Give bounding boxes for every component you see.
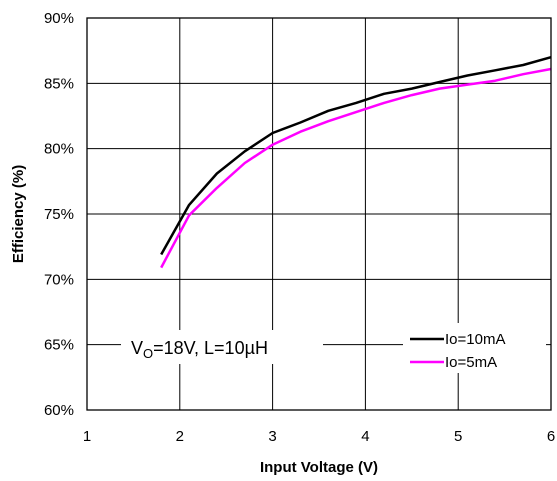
x-tick-label: 1 — [83, 428, 91, 445]
x-tick-label: 6 — [547, 428, 555, 445]
legend-label: Io=10mA — [445, 331, 505, 348]
annotation-background — [121, 330, 323, 364]
y-tick-label: 85% — [44, 75, 74, 92]
legend-background — [403, 323, 546, 373]
y-tick-label: 65% — [44, 337, 74, 354]
y-tick-label: 70% — [44, 271, 74, 288]
y-tick-labels: 60% 65% 70% 75% 80% 85% 90% — [44, 10, 74, 419]
x-tick-label: 2 — [176, 428, 184, 445]
annotation: VO=18V, L=10µH — [131, 338, 268, 361]
plot-frame — [86, 17, 552, 411]
legend-label: Io=5mA — [445, 354, 497, 371]
annotation-rest: =18V, L=10µH — [153, 338, 268, 358]
y-tick-label: 80% — [44, 141, 74, 158]
grid — [87, 18, 551, 410]
x-tick-label: 4 — [361, 428, 369, 445]
annotation-subscript: O — [143, 346, 153, 361]
y-tick-label: 60% — [44, 402, 74, 419]
y-tick-label: 75% — [44, 206, 74, 223]
series — [160, 55, 552, 269]
annotation-main: V — [131, 338, 143, 358]
legend: Io=10mA Io=5mA — [410, 331, 505, 371]
series-line — [160, 55, 552, 256]
x-tick-label: 5 — [454, 428, 462, 445]
x-axis-title: Input Voltage (V) — [260, 459, 378, 476]
x-tick-labels: 1 2 3 4 5 6 — [83, 428, 555, 445]
series-line — [160, 67, 552, 269]
y-axis-title: Efficiency (%) — [10, 165, 27, 263]
x-tick-label: 3 — [268, 428, 276, 445]
y-tick-label: 90% — [44, 10, 74, 27]
